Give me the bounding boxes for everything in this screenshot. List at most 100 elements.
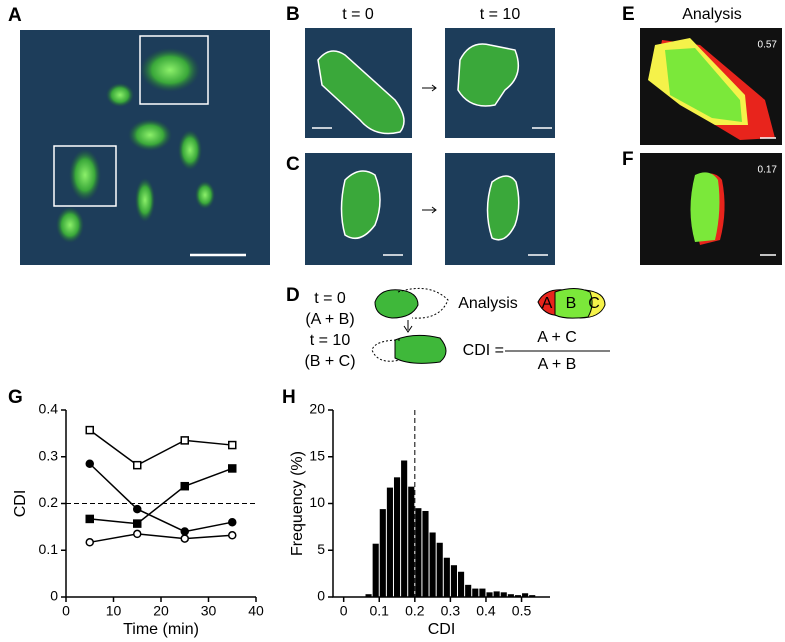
bar	[493, 591, 500, 597]
bar	[393, 477, 401, 597]
marker	[228, 531, 237, 540]
formula-numerator: A + C	[537, 329, 577, 346]
x-axis-label: Time (min)	[123, 621, 199, 638]
bar	[415, 508, 422, 597]
bar	[386, 487, 393, 597]
bar	[372, 543, 379, 597]
x-axis-label: CDI	[428, 621, 456, 638]
inset-box	[53, 145, 117, 207]
x-tick-label: 0.1	[370, 603, 390, 619]
cells	[56, 48, 215, 243]
marker	[85, 538, 94, 547]
overlap-value: 0.17	[758, 165, 778, 176]
marker	[180, 481, 189, 491]
marker	[85, 459, 94, 469]
marker	[228, 517, 237, 527]
series-line	[89, 429, 233, 467]
region-label: C	[588, 295, 600, 312]
panel-label: A	[8, 5, 22, 26]
bar	[500, 592, 507, 597]
diagram-label: t = 0	[314, 290, 346, 307]
marker	[133, 529, 142, 539]
panel-label: C	[286, 154, 300, 175]
diagram-label: Analysis	[458, 295, 518, 312]
bar	[479, 588, 486, 597]
marker	[228, 464, 237, 473]
overlap-value: 0.57	[758, 40, 778, 51]
bar	[529, 595, 536, 597]
panel-label: G	[8, 387, 23, 408]
x-tick-label: 0	[340, 603, 348, 619]
marker	[180, 534, 189, 543]
bar	[443, 557, 450, 597]
y-tick-label: 0	[317, 588, 325, 604]
x-tick-label: 0	[62, 603, 70, 619]
panel-label: E	[622, 4, 635, 25]
y-tick-label: 0	[50, 588, 58, 604]
y-tick-label: 0.1	[39, 541, 59, 557]
y-axis-label: CDI	[12, 490, 29, 518]
bar	[429, 532, 436, 597]
marker	[180, 527, 189, 536]
formula-denominator: A + B	[538, 356, 577, 373]
bar	[408, 486, 415, 597]
bar	[458, 571, 465, 597]
y-tick-label: 0.2	[39, 494, 59, 510]
x-tick-label: 0.3	[441, 603, 461, 619]
x-tick-label: 0.4	[476, 603, 496, 619]
bar	[379, 509, 386, 597]
y-tick-label: 0.4	[39, 401, 59, 417]
diagram	[371, 287, 610, 364]
time-label: t = 0	[342, 6, 374, 23]
x-tick-label: 30	[201, 603, 217, 619]
y-tick-label: 0.3	[39, 447, 59, 463]
x-tick-label: 0.5	[512, 603, 532, 619]
region-label: A	[542, 295, 553, 312]
panel-label: D	[286, 285, 300, 306]
panel-label: B	[286, 4, 300, 25]
marker	[180, 436, 189, 445]
marker	[133, 460, 142, 470]
time-label: t = 10	[480, 6, 521, 23]
panel-label: F	[622, 149, 634, 170]
panel-labels: A B C D E F G H	[8, 4, 635, 408]
diagram-label: (B + C)	[304, 353, 355, 370]
bar	[486, 592, 493, 597]
bar	[465, 584, 472, 597]
bar	[450, 565, 458, 597]
bar	[514, 595, 522, 597]
bar	[472, 588, 479, 597]
marker	[85, 514, 94, 524]
y-axis-label: Frequency (%)	[289, 451, 306, 556]
x-tick-label: 0.2	[405, 603, 425, 619]
bar	[522, 593, 529, 597]
x-tick-label: 20	[153, 603, 169, 619]
analysis-title: Analysis	[682, 6, 742, 23]
panel-label: H	[282, 387, 296, 408]
region-label: B	[566, 295, 577, 312]
y-tick-label: 15	[309, 447, 325, 463]
bar	[365, 594, 372, 597]
diagram-label: (A + B)	[305, 311, 354, 328]
inset-box	[139, 35, 209, 105]
marker	[133, 519, 142, 528]
bar	[422, 510, 429, 597]
y-tick-label: 5	[317, 541, 325, 557]
series-line	[89, 533, 233, 544]
formula-label: CDI =	[463, 342, 504, 359]
x-tick-label: 10	[106, 603, 122, 619]
marker	[85, 425, 94, 435]
x-tick-label: 40	[248, 603, 264, 619]
bar	[401, 460, 408, 597]
diagram-label: t = 10	[310, 332, 351, 349]
series-line	[89, 463, 233, 533]
micrographs	[305, 28, 555, 265]
marker	[228, 440, 237, 450]
bar	[507, 594, 514, 597]
y-tick-label: 10	[309, 494, 325, 510]
bar	[436, 542, 443, 597]
series-line	[89, 467, 233, 525]
overlays	[640, 28, 782, 265]
marker	[133, 504, 142, 514]
